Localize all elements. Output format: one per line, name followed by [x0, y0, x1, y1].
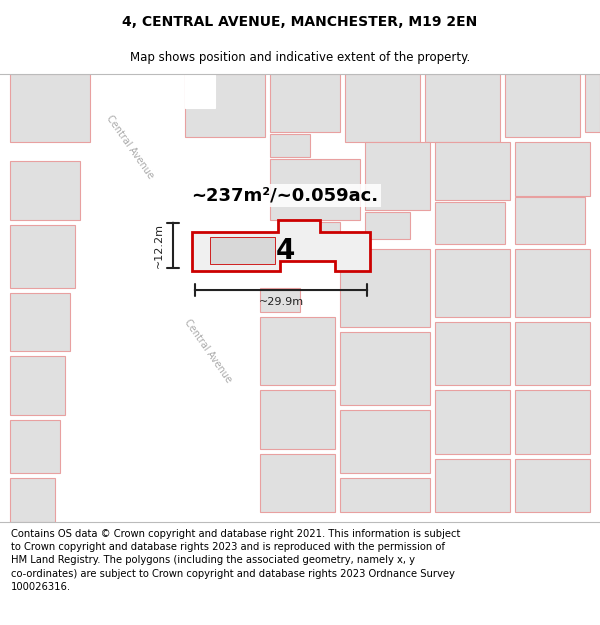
- Polygon shape: [425, 74, 500, 142]
- Polygon shape: [345, 74, 420, 142]
- Polygon shape: [515, 198, 585, 244]
- Polygon shape: [340, 332, 430, 405]
- Polygon shape: [365, 142, 430, 210]
- Polygon shape: [290, 222, 340, 244]
- Text: Central Avenue: Central Avenue: [182, 318, 233, 385]
- Polygon shape: [10, 419, 60, 473]
- Polygon shape: [505, 74, 580, 137]
- Polygon shape: [340, 410, 430, 473]
- Polygon shape: [10, 356, 65, 415]
- Text: 4: 4: [275, 237, 295, 265]
- Polygon shape: [260, 318, 335, 386]
- Polygon shape: [365, 212, 410, 239]
- Polygon shape: [515, 391, 590, 454]
- Polygon shape: [270, 74, 340, 132]
- Text: Central Avenue: Central Avenue: [104, 113, 155, 181]
- Polygon shape: [175, 424, 255, 522]
- Text: ~29.9m: ~29.9m: [259, 297, 304, 307]
- Polygon shape: [185, 74, 215, 108]
- Polygon shape: [10, 293, 70, 351]
- Text: ~237m²/~0.059ac.: ~237m²/~0.059ac.: [191, 186, 379, 204]
- Polygon shape: [585, 74, 600, 132]
- Polygon shape: [185, 74, 265, 137]
- Text: Contains OS data © Crown copyright and database right 2021. This information is : Contains OS data © Crown copyright and d…: [11, 529, 460, 592]
- Polygon shape: [435, 249, 510, 318]
- Polygon shape: [435, 142, 510, 201]
- Polygon shape: [435, 322, 510, 386]
- Polygon shape: [150, 269, 240, 424]
- Polygon shape: [270, 159, 360, 220]
- Polygon shape: [260, 454, 335, 512]
- Polygon shape: [10, 478, 55, 522]
- Polygon shape: [90, 468, 168, 522]
- Polygon shape: [10, 161, 80, 220]
- Polygon shape: [340, 249, 430, 327]
- Polygon shape: [515, 249, 590, 318]
- Polygon shape: [515, 459, 590, 512]
- Polygon shape: [10, 225, 75, 288]
- Polygon shape: [210, 238, 275, 264]
- Text: 4, CENTRAL AVENUE, MANCHESTER, M19 2EN: 4, CENTRAL AVENUE, MANCHESTER, M19 2EN: [122, 15, 478, 29]
- Polygon shape: [64, 74, 178, 249]
- Text: Map shows position and indicative extent of the property.: Map shows position and indicative extent…: [130, 51, 470, 64]
- Polygon shape: [515, 322, 590, 386]
- Polygon shape: [435, 459, 510, 512]
- Polygon shape: [10, 74, 90, 142]
- Polygon shape: [515, 142, 590, 196]
- Polygon shape: [260, 288, 300, 312]
- Polygon shape: [435, 391, 510, 454]
- Polygon shape: [270, 134, 310, 156]
- Polygon shape: [260, 391, 335, 449]
- Text: ~12.2m: ~12.2m: [154, 222, 164, 268]
- Polygon shape: [64, 249, 155, 468]
- Polygon shape: [340, 478, 430, 512]
- Polygon shape: [150, 74, 265, 269]
- Polygon shape: [192, 220, 370, 271]
- Polygon shape: [435, 202, 505, 244]
